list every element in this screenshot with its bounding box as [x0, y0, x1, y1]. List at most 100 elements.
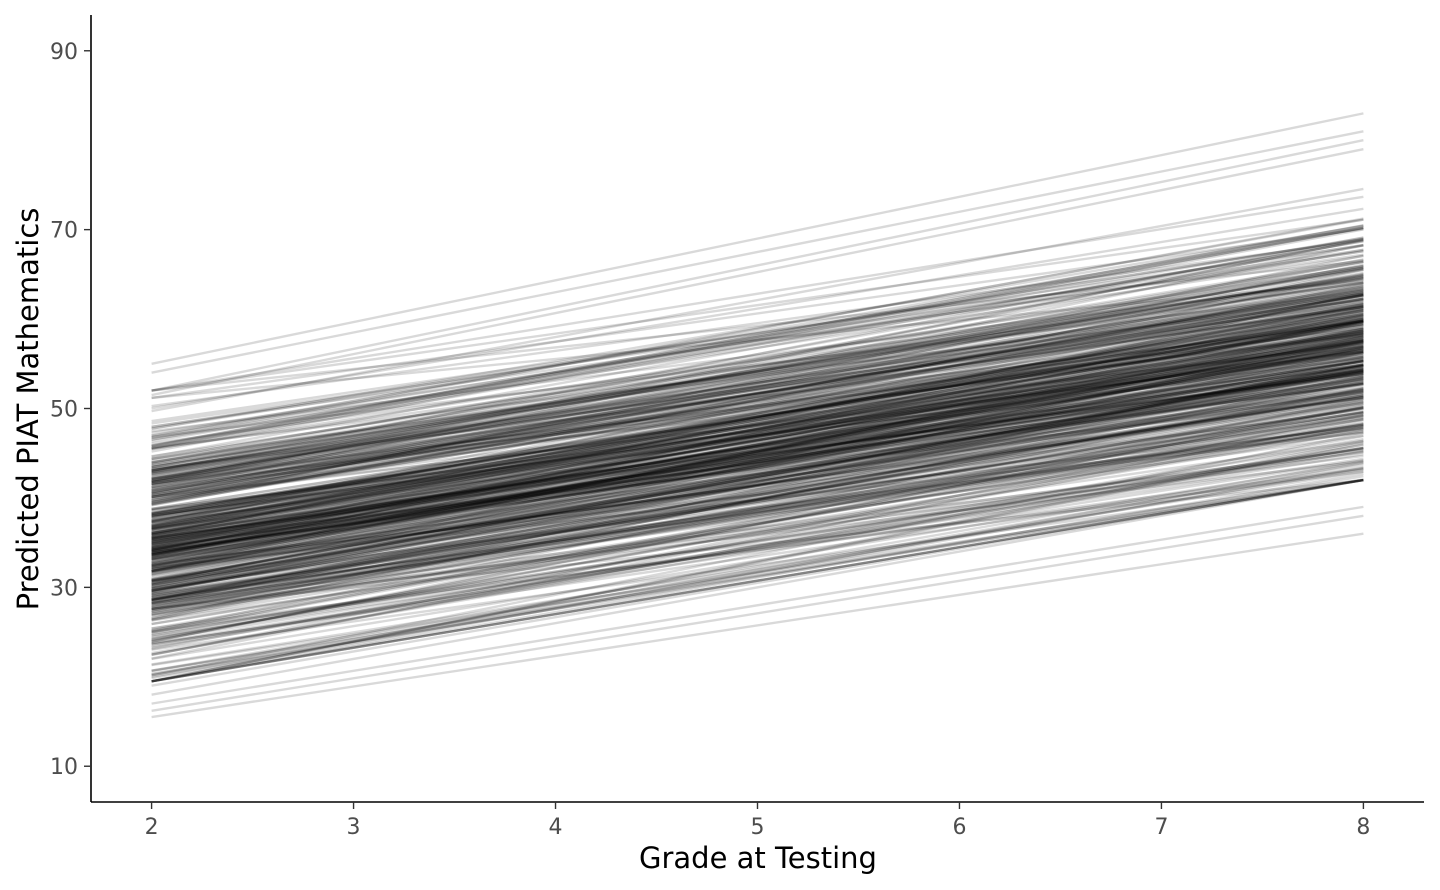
- trajectory-line: [151, 312, 1364, 535]
- trajectory-line: [151, 340, 1364, 553]
- trajectory-line: [151, 406, 1364, 597]
- trajectory-line: [151, 447, 1364, 637]
- trajectory-line: [151, 363, 1364, 555]
- trajectory-line: [151, 345, 1364, 573]
- trajectory-line: [151, 358, 1364, 590]
- trajectory-line: [151, 478, 1364, 683]
- trajectory-line: [151, 297, 1364, 519]
- trajectory-line: [151, 439, 1364, 616]
- trajectory-line: [151, 370, 1364, 554]
- trajectory-line: [151, 409, 1364, 566]
- trajectory-line: [151, 412, 1364, 612]
- trajectory-line: [151, 423, 1364, 605]
- trajectory-line: [151, 372, 1364, 561]
- trajectory-line: [151, 342, 1364, 498]
- trajectory-line: [151, 395, 1364, 592]
- trajectory-line: [151, 317, 1364, 502]
- trajectory-line: [151, 315, 1364, 544]
- trajectory-line: [151, 405, 1364, 621]
- trajectory-line: [151, 379, 1364, 604]
- x-tick-label: 5: [751, 815, 765, 840]
- trajectory-line: [151, 337, 1364, 562]
- trajectory-lines: [151, 112, 1364, 719]
- trajectory-line: [151, 411, 1364, 592]
- trajectory-line: [151, 478, 1364, 683]
- trajectory-line: [151, 340, 1364, 522]
- trajectory-line: [151, 429, 1364, 637]
- x-tick-label: 8: [1356, 815, 1370, 840]
- trajectory-line: [151, 372, 1364, 536]
- trajectory-line: [151, 387, 1364, 582]
- trajectory-line: [151, 264, 1364, 474]
- trajectory-line: [151, 294, 1364, 492]
- trajectory-line: [151, 365, 1364, 551]
- trajectory-line: [151, 382, 1364, 602]
- trajectory-line: [151, 293, 1364, 503]
- trajectory-line: [151, 470, 1364, 666]
- trajectory-line: [151, 303, 1364, 534]
- trajectory-line: [151, 316, 1364, 530]
- trajectory-line: [151, 305, 1364, 482]
- trajectory-line: [151, 365, 1364, 556]
- trajectory-line: [151, 327, 1364, 535]
- trajectory-line: [151, 371, 1364, 553]
- trajectory-line: [151, 305, 1364, 530]
- trajectory-line: [151, 447, 1364, 614]
- trajectory-line: [151, 343, 1364, 546]
- trajectory-line: [151, 364, 1364, 540]
- trajectory-line: [151, 319, 1364, 493]
- trajectory-line: [151, 427, 1364, 603]
- trajectory-line: [151, 351, 1364, 585]
- trajectory-line: [151, 285, 1364, 494]
- trajectory-line: [151, 332, 1364, 558]
- trajectory-line: [151, 396, 1364, 602]
- trajectory-line: [151, 333, 1364, 547]
- trajectory-line: [151, 355, 1364, 559]
- trajectory-line: [151, 423, 1364, 610]
- trajectory-line: [151, 324, 1364, 517]
- trajectory-line: [151, 347, 1364, 565]
- trajectory-line: [151, 320, 1364, 537]
- trajectory-line: [151, 393, 1364, 600]
- trajectory-line: [151, 226, 1364, 450]
- trajectory-line: [151, 414, 1364, 608]
- trajectory-line: [151, 348, 1364, 561]
- trajectory-line: [151, 320, 1364, 544]
- trajectory-line: [151, 380, 1364, 620]
- trajectory-line: [151, 297, 1364, 483]
- trajectory-line: [151, 282, 1364, 484]
- trajectory-line: [151, 431, 1364, 584]
- trajectory-line: [151, 371, 1364, 594]
- trajectory-line: [151, 289, 1364, 474]
- trajectory-line: [151, 317, 1364, 501]
- trajectory-line: [151, 268, 1364, 494]
- trajectory-line: [151, 382, 1364, 548]
- trajectory-line: [151, 253, 1364, 428]
- trajectory-line: [151, 266, 1364, 484]
- trajectory-line: [151, 390, 1364, 607]
- trajectory-line: [151, 315, 1364, 518]
- trajectory-line: [151, 319, 1364, 514]
- trajectory-line: [151, 294, 1364, 486]
- trajectory-line: [151, 363, 1364, 551]
- trajectory-line: [151, 254, 1364, 441]
- trajectory-line: [151, 335, 1364, 545]
- trajectory-line: [151, 363, 1364, 593]
- trajectory-line: [151, 339, 1364, 568]
- trajectory-line: [151, 291, 1364, 476]
- trajectory-line: [151, 338, 1364, 564]
- trajectory-line: [151, 334, 1364, 486]
- trajectory-line: [151, 394, 1364, 604]
- trajectory-line: [151, 319, 1364, 511]
- trajectory-line: [151, 347, 1364, 567]
- trajectory-line: [151, 294, 1364, 548]
- trajectory-line: [151, 348, 1364, 542]
- trajectory-line: [151, 280, 1364, 400]
- trajectory-line: [151, 461, 1364, 683]
- trajectory-line: [151, 370, 1364, 541]
- trajectory-line: [151, 393, 1364, 593]
- trajectory-line: [151, 532, 1364, 719]
- trajectory-line: [151, 130, 1364, 374]
- trajectory-line: [151, 351, 1364, 557]
- trajectory-line: [151, 336, 1364, 558]
